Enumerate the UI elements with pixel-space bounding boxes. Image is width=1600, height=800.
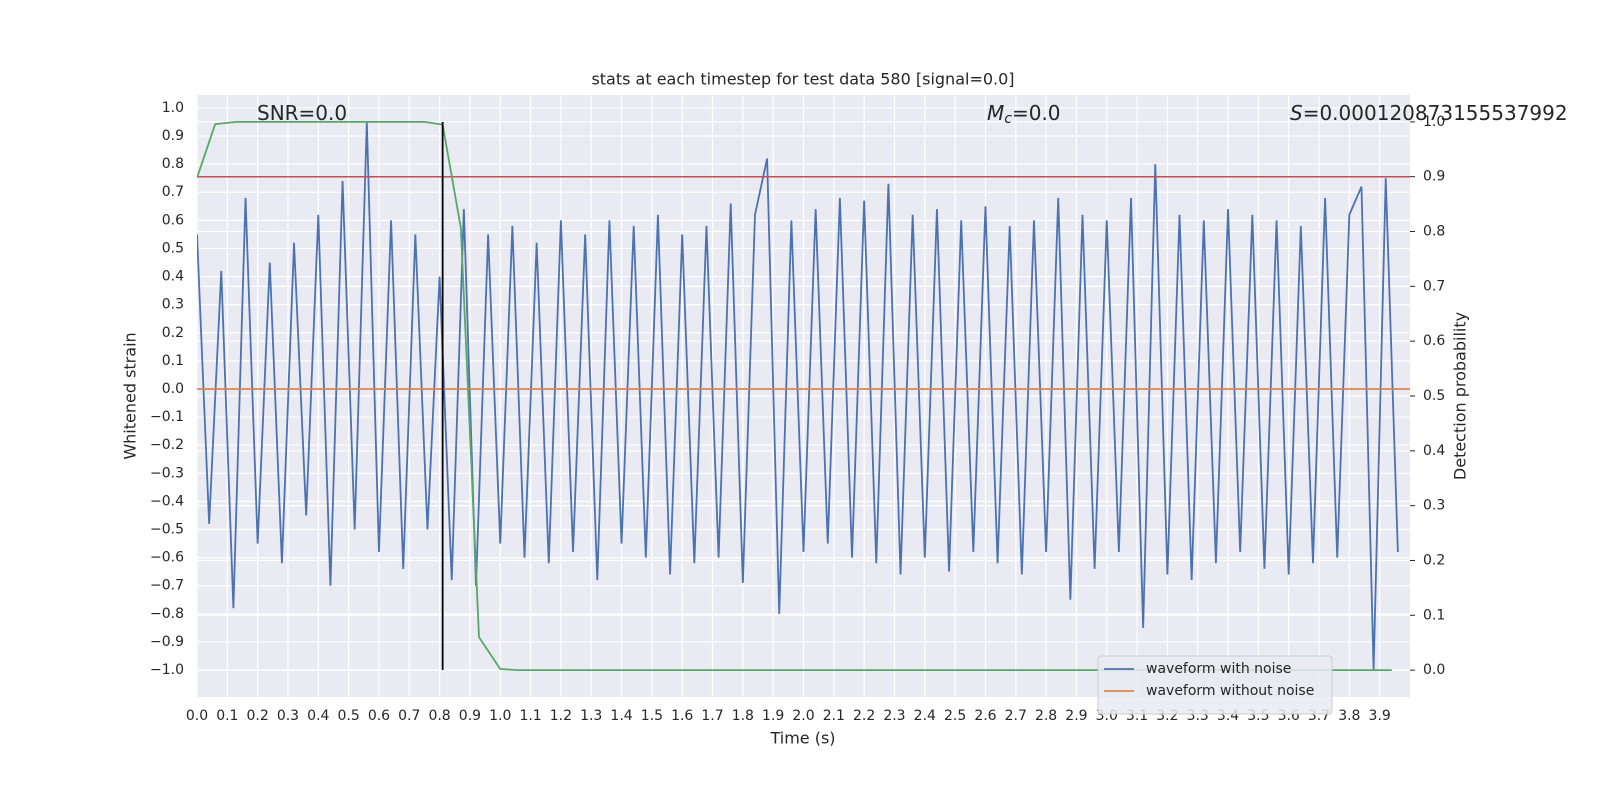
x-tick-label: 1.2 — [550, 708, 572, 724]
annotation-symbol: S — [1290, 101, 1303, 125]
x-tick-label: 2.3 — [883, 708, 905, 724]
x-tick-label: 1.5 — [641, 708, 663, 724]
x-tick-label: 1.0 — [489, 708, 511, 724]
annotation-text: =0.0 — [1012, 101, 1061, 125]
legend-box — [1097, 655, 1333, 715]
y-tick-label: 0.4 — [162, 269, 184, 285]
legend-label: waveform with noise — [1146, 661, 1291, 677]
y-tick-label: −0.5 — [150, 521, 184, 537]
x-tick-label: 2.4 — [914, 708, 936, 724]
y2-tick-label: 0.2 — [1423, 552, 1445, 568]
x-tick-label: 0.6 — [368, 708, 390, 724]
x-tick-label: 0.0 — [186, 708, 208, 724]
annotation: SNR=0.0 — [257, 101, 347, 125]
chart-title: stats at each timestep for test data 580… — [591, 70, 1014, 89]
y2-tick-label: 0.3 — [1423, 498, 1445, 514]
y-tick-label: 0.0 — [162, 381, 184, 397]
y-axis-label: Whitened strain — [121, 332, 140, 459]
x-tick-label: 2.0 — [792, 708, 814, 724]
series-line — [197, 120, 1392, 672]
y2-tick-label: 0.1 — [1423, 607, 1445, 623]
x-tick-label: 1.7 — [701, 708, 723, 724]
y-tick-label: 0.6 — [162, 212, 184, 228]
y2-tick-label: 0.8 — [1423, 224, 1445, 240]
y-tick-label: 0.9 — [162, 128, 184, 144]
x-axis-label: Time (s) — [769, 729, 835, 748]
x-tick-label: 2.6 — [974, 708, 996, 724]
x-tick-label: 1.6 — [671, 708, 693, 724]
y2-tick-label: 0.9 — [1423, 169, 1445, 185]
x-tick-label: 0.5 — [337, 708, 359, 724]
x-tick-label: 3.8 — [1338, 708, 1360, 724]
y-tick-label: −0.7 — [150, 578, 184, 594]
y2-tick-label: 0.0 — [1423, 662, 1445, 678]
x-tick-label: 2.5 — [944, 708, 966, 724]
x-tick-label: 1.9 — [762, 708, 784, 724]
x-tick-label: 1.8 — [732, 708, 754, 724]
annotation-text: SNR=0.0 — [257, 101, 347, 125]
x-tick-label: 2.2 — [853, 708, 875, 724]
annotation-subscript: c — [1004, 111, 1012, 127]
y2-tick-label: 0.6 — [1423, 333, 1445, 349]
y-tick-label: −0.3 — [150, 465, 184, 481]
annotation-text: =0.000120873155537992 — [1303, 101, 1568, 125]
x-tick-label: 2.7 — [1005, 708, 1027, 724]
x-tick-label: 0.7 — [398, 708, 420, 724]
legend-label: waveform without noise — [1146, 683, 1314, 699]
x-tick-label: 0.9 — [459, 708, 481, 724]
y2-tick-label: 0.5 — [1423, 388, 1445, 404]
x-tick-label: 0.3 — [277, 708, 299, 724]
y-tick-label: 0.1 — [162, 353, 184, 369]
y-tick-label: 1.0 — [162, 100, 184, 116]
x-tick-label: 3.9 — [1369, 708, 1391, 724]
annotation: S=0.000120873155537992 — [1290, 101, 1568, 125]
y-tick-label: 0.3 — [162, 297, 184, 313]
x-tick-label: 0.2 — [247, 708, 269, 724]
y-tick-label: −0.4 — [150, 493, 184, 509]
annotation-symbol: M — [987, 101, 1004, 125]
y-tick-label: −0.2 — [150, 437, 184, 453]
annotation: Mc=0.0 — [987, 101, 1061, 128]
y-tick-label: 0.2 — [162, 325, 184, 341]
y-tick-label: −0.1 — [150, 409, 184, 425]
x-tick-label: 0.4 — [307, 708, 329, 724]
y-tick-label: 0.7 — [162, 184, 184, 200]
x-tick-label: 1.1 — [519, 708, 541, 724]
y-tick-label: −0.9 — [150, 634, 184, 650]
y2-tick-label: 1.0 — [1423, 114, 1445, 130]
x-tick-label: 0.8 — [428, 708, 450, 724]
x-tick-label: 0.1 — [216, 708, 238, 724]
y-tick-label: −0.6 — [150, 550, 184, 566]
y2-tick-label: 0.4 — [1423, 443, 1445, 459]
y2-axis-label: Detection probability — [1451, 312, 1470, 480]
y-tick-label: −0.8 — [150, 606, 184, 622]
series-line — [197, 121, 1399, 671]
y2-tick-label: 0.7 — [1423, 278, 1445, 294]
x-tick-label: 2.8 — [1035, 708, 1057, 724]
y-tick-label: 0.5 — [162, 240, 184, 256]
y-tick-label: 0.8 — [162, 156, 184, 172]
x-tick-label: 2.1 — [823, 708, 845, 724]
x-tick-label: 1.3 — [580, 708, 602, 724]
y-tick-label: −1.0 — [150, 662, 184, 678]
x-tick-label: 1.4 — [610, 708, 632, 724]
x-tick-label: 2.9 — [1065, 708, 1087, 724]
